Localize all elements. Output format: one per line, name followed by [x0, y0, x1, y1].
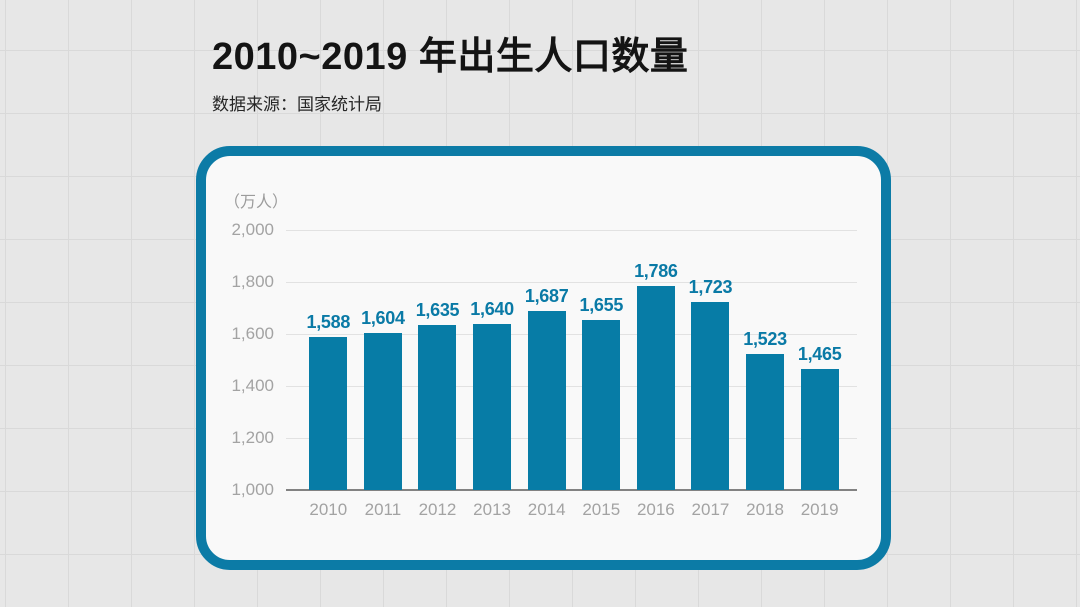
bar — [636, 285, 675, 490]
y-tick-label: 1,800 — [231, 272, 274, 291]
bar-value-label: 1,786 — [634, 260, 678, 281]
y-tick-label: 1,400 — [231, 376, 274, 395]
bar — [800, 369, 839, 490]
bar — [527, 311, 566, 490]
x-tick-label: 2019 — [800, 500, 839, 519]
y-tick-label: 1,200 — [231, 428, 274, 447]
y-axis: 2,000 1,800 1,600 1,400 1,200 1,000 — [212, 220, 274, 499]
gridline — [286, 230, 857, 231]
gridline — [286, 334, 857, 335]
bar-value-label: 1,604 — [361, 307, 405, 328]
bar-chart: 2,000 1,800 1,600 1,400 1,200 1,000 1,588 1,60… — [212, 220, 857, 520]
y-tick-label: 2,000 — [231, 220, 274, 239]
bar — [691, 302, 730, 490]
bar-column: 1,687 — [519, 230, 574, 490]
x-axis-baseline — [286, 489, 857, 491]
plot-wrap: 1,588 1,604 1,635 1,640 1,687 1,655 1,786 1,723… — [286, 230, 857, 520]
bar-value-label: 1,687 — [524, 286, 569, 307]
plot-area: 1,588 1,604 1,635 1,640 1,687 1,655 1,786 1,723… — [286, 230, 857, 491]
bar-column: 1,588 — [301, 230, 356, 490]
bar-value-label: 1,640 — [470, 298, 514, 319]
x-tick-label: 2011 — [364, 500, 402, 519]
y-tick-label: 1,600 — [231, 324, 274, 343]
x-tick-label: 2013 — [473, 500, 511, 519]
x-tick-label: 2014 — [527, 500, 566, 519]
bar-value-label: 1,635 — [415, 299, 460, 320]
bar — [746, 354, 785, 490]
bar-column: 1,655 — [574, 230, 629, 490]
bar-value-label: 1,465 — [797, 344, 842, 365]
chart-card: （万人） 2,000 1,800 1,600 1,400 1,200 1,000 1,58… — [196, 146, 891, 570]
gridline — [286, 386, 857, 387]
bar — [363, 332, 402, 490]
bar-column: 1,465 — [792, 230, 847, 490]
bar-value-label: 1,655 — [579, 294, 624, 315]
bar-column: 1,640 — [465, 230, 520, 490]
bar — [418, 324, 457, 490]
x-tick-label: 2010 — [309, 500, 348, 519]
header: 2010~2019 年出生人口数量 数据来源：国家统计局 — [212, 36, 688, 115]
bar — [582, 319, 621, 490]
bar-column: 1,635 — [410, 230, 465, 490]
bar-value-label: 1,588 — [306, 312, 351, 333]
bar-column: 1,723 — [683, 230, 738, 490]
bar-column: 1,523 — [738, 230, 793, 490]
x-tick-label: 2018 — [746, 500, 784, 519]
bars: 1,588 1,604 1,635 1,640 1,687 1,655 1,786 1,723… — [286, 230, 857, 490]
bar — [473, 323, 512, 490]
y-axis-unit-label: （万人） — [224, 194, 289, 211]
data-source-label: 数据来源：国家统计局 — [212, 94, 382, 114]
gridline — [286, 438, 857, 439]
x-tick-label: 2016 — [636, 500, 675, 519]
bar-value-label: 1,523 — [743, 329, 787, 350]
bar-column: 1,786 — [629, 230, 684, 490]
bar-column: 1,604 — [356, 230, 411, 490]
x-tick-label: 2012 — [418, 500, 457, 519]
gridline — [286, 282, 857, 283]
x-tick-label: 2015 — [582, 500, 621, 519]
x-axis: 2010 2011 2012 2013 2014 2015 2016 2017 2018 2019 — [286, 500, 857, 520]
x-tick-label: 2017 — [691, 500, 730, 519]
page-title: 2010~2019 年出生人口数量 — [212, 36, 689, 78]
y-tick-label: 1,000 — [231, 480, 274, 499]
bar-value-label: 1,723 — [688, 277, 733, 298]
bar — [309, 337, 348, 490]
